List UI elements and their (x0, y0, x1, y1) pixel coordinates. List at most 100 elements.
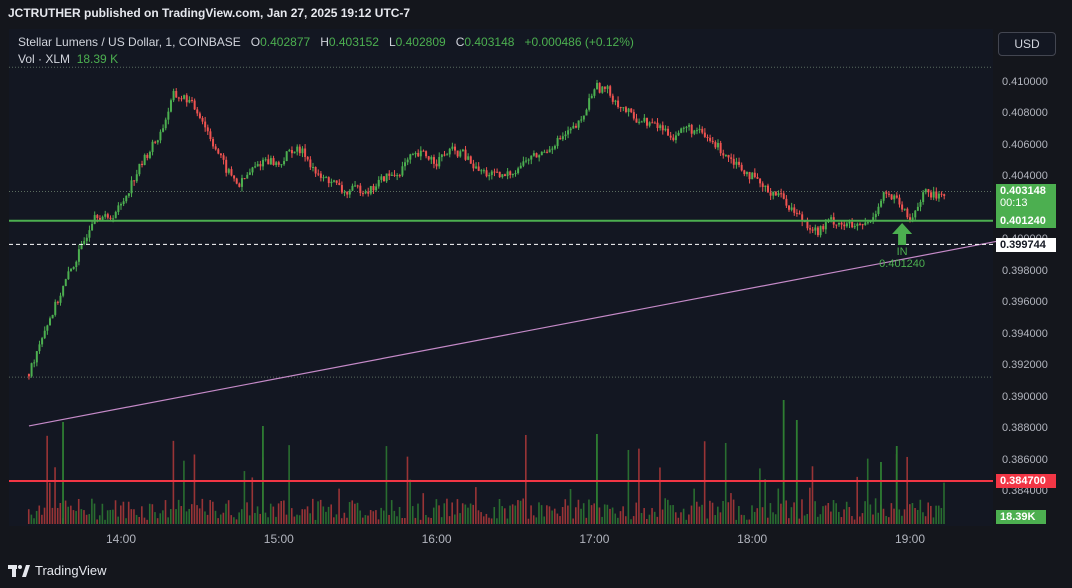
volume-bar (283, 500, 285, 524)
volume-bar (288, 445, 290, 524)
footer-brand[interactable]: TradingView (8, 563, 107, 578)
volume-bar (572, 518, 574, 524)
candle-body (422, 150, 425, 152)
volume-bar (146, 519, 148, 524)
candle-body (233, 175, 236, 179)
volume-bar (840, 517, 843, 524)
volume-bar (548, 506, 551, 524)
candle-body (301, 148, 304, 154)
volume-bar (243, 471, 246, 524)
volume-bar (824, 505, 827, 524)
dashed-level-tag: 0.399744 (996, 238, 1056, 252)
candle-body (464, 149, 467, 160)
volume-bar (125, 518, 127, 524)
time-tick-4: 18:00 (737, 532, 768, 546)
volume-bar (246, 502, 248, 524)
candle-body (401, 166, 404, 176)
candle-body (667, 128, 670, 136)
volume-bar (222, 512, 225, 524)
candle-body (364, 191, 367, 194)
volume-bar (477, 510, 480, 524)
volume-bar (511, 504, 514, 524)
candle-body (843, 224, 846, 227)
volume-bar (85, 514, 88, 524)
candle-body (514, 173, 517, 175)
candle-body (248, 172, 251, 175)
candle-body (677, 132, 680, 136)
candle-body (880, 200, 883, 207)
candle-body (580, 119, 583, 121)
close-label: C (455, 35, 465, 49)
candle-body (653, 122, 656, 124)
candle-body (935, 191, 938, 199)
currency-button[interactable]: USD (998, 32, 1056, 56)
candle-body (866, 222, 869, 224)
candle-body (814, 227, 817, 231)
candle-body (467, 156, 470, 160)
volume-bar (451, 502, 453, 524)
volume-bar (635, 502, 638, 524)
volume-bar (409, 479, 411, 524)
candle-body (64, 279, 67, 286)
candle-body (414, 153, 417, 155)
candle-body (553, 146, 556, 149)
candle-body (769, 192, 772, 196)
candle-body (314, 166, 317, 174)
candle-body (417, 153, 420, 157)
entry-price: 0.401240 (879, 258, 925, 270)
candle-body (601, 86, 604, 93)
volume-bar (646, 518, 648, 524)
candle-body (848, 221, 851, 224)
volume-bar (788, 518, 790, 524)
volume-bar (212, 501, 214, 524)
volume-bar (793, 502, 795, 524)
candle-body (380, 176, 383, 180)
candle-body (525, 160, 528, 162)
candle-body (209, 131, 212, 139)
volume-bar (609, 508, 611, 524)
candle-body (801, 214, 804, 222)
low-value: 0.402809 (395, 35, 446, 49)
volume-bar (467, 507, 469, 524)
candle-body (646, 117, 648, 126)
candle-body (293, 151, 296, 154)
volume-spike (880, 462, 882, 524)
candle-body (482, 170, 485, 172)
candle-body (485, 170, 488, 177)
candle-body (62, 285, 65, 296)
candle-body (806, 221, 809, 229)
candle-body (120, 204, 122, 206)
volume-bar (240, 509, 243, 524)
volume-bar (448, 516, 451, 524)
candle-body (903, 208, 906, 210)
volume-bar (940, 508, 943, 524)
volume-bar (296, 514, 298, 524)
volume-bar (269, 503, 272, 524)
volume-bar (272, 506, 275, 524)
candle-body (56, 301, 59, 303)
candle-body (419, 150, 422, 157)
volume-bar (38, 505, 41, 524)
volume-bar (930, 505, 932, 524)
low-label: L (388, 35, 396, 49)
candle-body (614, 100, 617, 102)
volume-bar (225, 503, 227, 524)
candle-body (156, 140, 159, 143)
volume-bar (385, 446, 388, 524)
volume-bar (653, 511, 656, 524)
volume-bar (475, 487, 477, 524)
volume-bar (175, 509, 177, 524)
candle-body (582, 115, 585, 120)
volume-spike (62, 422, 64, 524)
candle-body (643, 117, 646, 122)
volume-bar (927, 502, 930, 524)
candle-body (148, 151, 151, 158)
open-value: 0.402877 (260, 35, 311, 49)
candle-body (130, 180, 133, 194)
volume-bar (432, 507, 435, 524)
candle-body (861, 224, 864, 226)
candle-body (222, 155, 225, 160)
countdown-value: 00:13 (1000, 197, 1028, 209)
volume-bar (183, 460, 185, 524)
